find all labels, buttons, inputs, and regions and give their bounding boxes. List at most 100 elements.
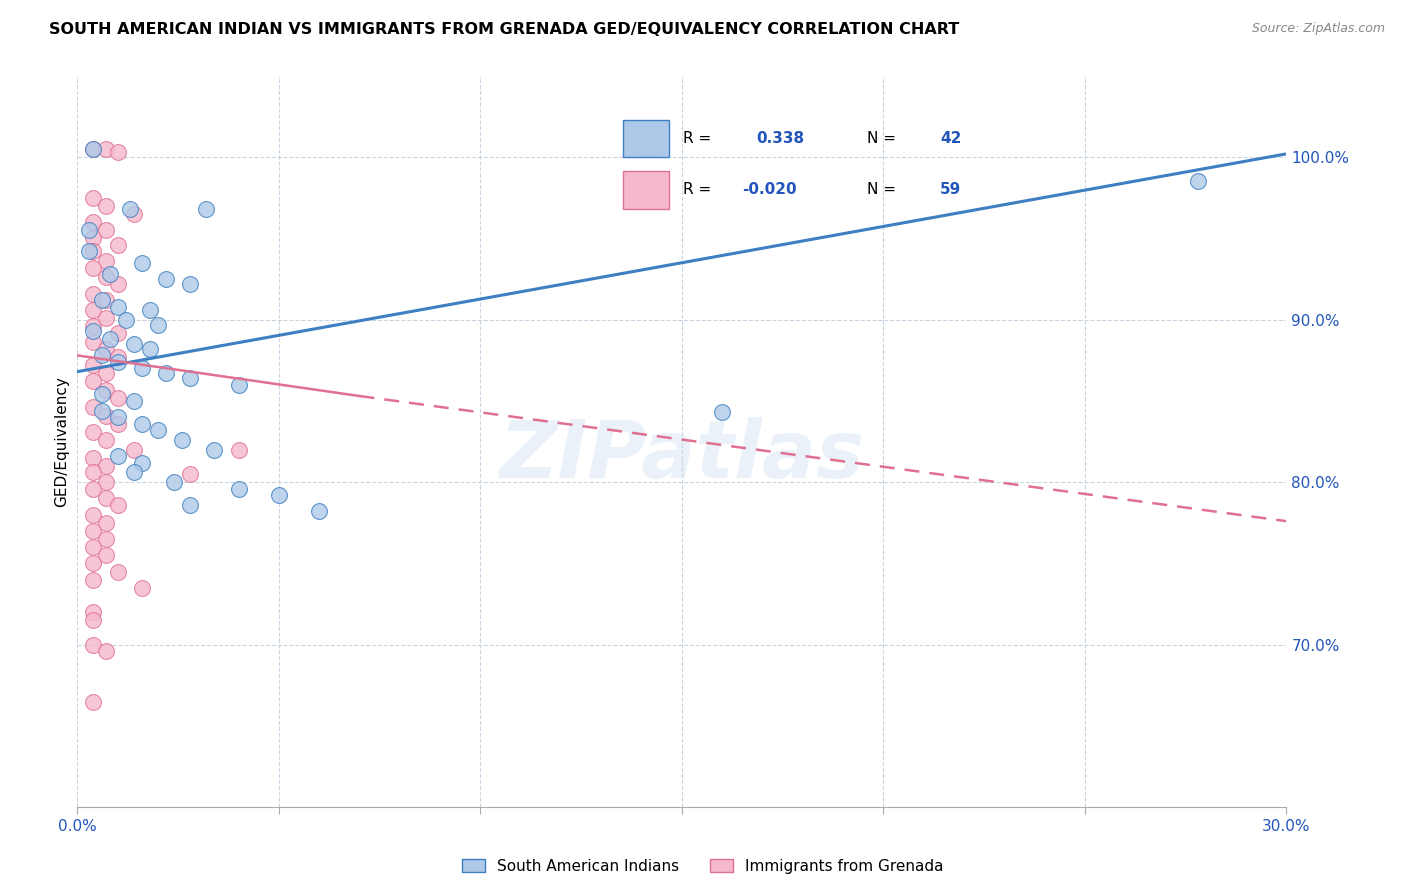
Point [139, 342, 162, 356]
Point [82, 425, 104, 439]
Point [82, 286, 104, 301]
Point [107, 145, 129, 160]
Point [107, 350, 129, 364]
Point [94, 458, 117, 473]
Point [202, 442, 225, 457]
Point [94, 475, 117, 490]
Point [94, 383, 117, 397]
Point [82, 638, 104, 652]
Point [82, 524, 104, 538]
Point [90, 387, 112, 401]
Point [94, 254, 117, 268]
Point [107, 391, 129, 405]
Point [79, 244, 101, 259]
Point [90, 403, 112, 417]
Point [122, 337, 145, 351]
Point [107, 498, 129, 512]
Point [94, 549, 117, 563]
Point [179, 498, 201, 512]
Point [107, 417, 129, 431]
Point [82, 613, 104, 627]
Point [107, 449, 129, 463]
Point [131, 456, 153, 470]
Point [107, 565, 129, 579]
Point [82, 319, 104, 334]
Point [82, 466, 104, 480]
Point [155, 366, 177, 380]
Point [107, 300, 129, 314]
Point [82, 401, 104, 415]
Point [107, 326, 129, 340]
Point [82, 695, 104, 709]
Point [82, 375, 104, 389]
Text: SOUTH AMERICAN INDIAN VS IMMIGRANTS FROM GRENADA GED/EQUIVALENCY CORRELATION CHA: SOUTH AMERICAN INDIAN VS IMMIGRANTS FROM… [49, 22, 959, 37]
Point [267, 488, 290, 502]
Point [82, 244, 104, 259]
Point [146, 318, 169, 332]
Point [155, 272, 177, 286]
Point [82, 540, 104, 554]
Point [118, 202, 141, 216]
Point [79, 223, 101, 237]
Point [94, 532, 117, 546]
Point [82, 302, 104, 317]
Point [228, 377, 250, 392]
Point [94, 433, 117, 447]
Point [98, 267, 121, 281]
Point [179, 277, 201, 291]
Point [94, 644, 117, 658]
Point [179, 371, 201, 385]
Point [228, 482, 250, 496]
Point [131, 256, 153, 270]
Point [90, 348, 112, 362]
Point [82, 508, 104, 522]
Point [94, 199, 117, 213]
Point [711, 405, 734, 419]
Point [94, 491, 117, 506]
Point [98, 332, 121, 346]
Point [308, 504, 330, 518]
Point [90, 293, 112, 307]
Point [94, 142, 117, 156]
Point [195, 202, 218, 216]
Point [1187, 174, 1209, 188]
Point [94, 311, 117, 326]
Point [122, 393, 145, 408]
Point [82, 335, 104, 350]
Point [82, 231, 104, 245]
Point [122, 466, 145, 480]
Point [131, 581, 153, 595]
Point [82, 142, 104, 156]
Text: Source: ZipAtlas.com: Source: ZipAtlas.com [1251, 22, 1385, 36]
Point [82, 215, 104, 229]
Point [82, 142, 104, 156]
Point [122, 207, 145, 221]
Y-axis label: GED/Equivalency: GED/Equivalency [53, 376, 69, 507]
Point [94, 293, 117, 307]
Point [94, 342, 117, 356]
Point [107, 277, 129, 291]
Point [82, 324, 104, 338]
Point [82, 260, 104, 275]
Text: ZIPatlas: ZIPatlas [499, 417, 865, 495]
Point [82, 450, 104, 465]
Point [94, 516, 117, 530]
Point [146, 423, 169, 437]
Point [107, 355, 129, 369]
Point [82, 605, 104, 619]
Point [114, 312, 136, 326]
Point [94, 409, 117, 423]
Point [107, 410, 129, 425]
Point [94, 270, 117, 285]
Point [139, 302, 162, 317]
Point [94, 366, 117, 380]
Legend: South American Indians, Immigrants from Grenada: South American Indians, Immigrants from … [456, 853, 950, 880]
Point [163, 475, 186, 490]
Point [82, 358, 104, 372]
Point [131, 361, 153, 376]
Point [172, 433, 194, 447]
Point [94, 223, 117, 237]
Point [131, 417, 153, 431]
Point [228, 442, 250, 457]
Point [107, 238, 129, 252]
